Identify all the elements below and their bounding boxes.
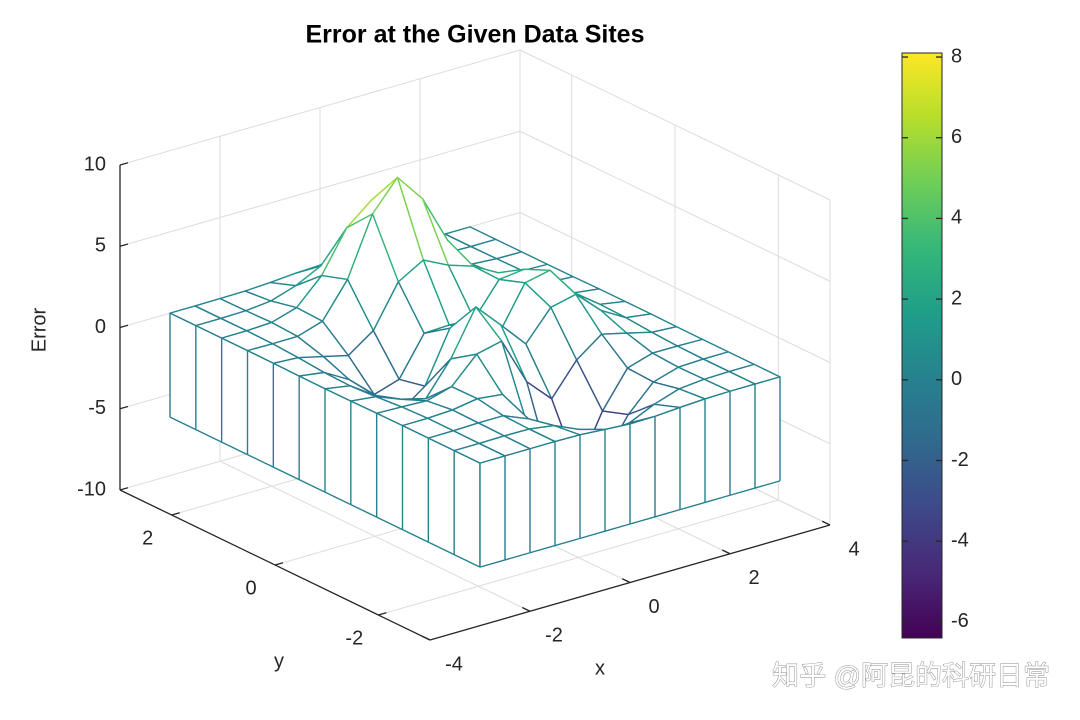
curtain-edge: [479, 455, 506, 464]
curtain-edge: [729, 383, 756, 392]
curtain-edge: [195, 324, 222, 339]
curtain-base: [428, 541, 455, 556]
x-tick: [421, 635, 431, 641]
curtain-base: [579, 530, 606, 540]
y-axis-label: y: [274, 650, 284, 672]
curtain-base: [169, 416, 197, 431]
curtain-edge: [273, 362, 300, 377]
z-tick-label: 10: [84, 153, 106, 175]
z-tick: [119, 487, 129, 491]
y-tick-label: 2: [142, 527, 153, 549]
colorbar-tick-label: 2: [951, 287, 962, 309]
surface-layer: [169, 176, 781, 568]
curtain-edge: [679, 398, 706, 409]
z-axis-label: Error: [28, 307, 50, 352]
colorbar-tick-label: -4: [951, 529, 969, 551]
y-tick: [171, 512, 180, 516]
colorbar-tick-label: -6: [951, 610, 969, 632]
y-tick-label: 0: [245, 577, 256, 599]
watermark: 知乎 @阿昆的科研日常: [772, 661, 1050, 691]
x-tick-label: 0: [648, 596, 659, 618]
x-tick-label: 4: [848, 538, 859, 560]
curtain-base: [504, 552, 531, 561]
y-tick-label: -2: [345, 627, 363, 649]
curtain-edge: [654, 406, 681, 418]
x-axis-label: x: [595, 657, 605, 679]
z-tick: [119, 243, 129, 247]
curtain-base: [324, 491, 352, 506]
curtain-base: [604, 523, 631, 532]
curtain-edge: [402, 424, 429, 439]
curtain-base: [298, 478, 326, 493]
x-tick: [521, 606, 531, 612]
curtain-base: [754, 480, 781, 489]
colorbar-tick-label: -2: [951, 449, 969, 471]
grid-line: [378, 499, 779, 616]
curtain-edge: [754, 376, 781, 385]
curtain-base: [350, 503, 377, 518]
chart-title: Error at the Given Data Sites: [305, 21, 644, 49]
grid-line: [519, 49, 831, 201]
z-tick-label: 0: [95, 316, 106, 338]
curtain-base: [529, 544, 556, 554]
z-tick: [119, 162, 129, 166]
y-tick: [378, 612, 387, 616]
curtain-base: [704, 494, 731, 504]
colorbar: [901, 52, 943, 639]
x-tick: [621, 578, 631, 584]
curtain-edge: [554, 434, 581, 443]
grid-line: [119, 130, 521, 247]
curtain-base: [629, 516, 656, 525]
curtain-base: [402, 528, 429, 543]
curtain-edge: [298, 375, 326, 390]
x-tick-label: -4: [445, 653, 463, 675]
curtain-edge: [629, 415, 656, 425]
colorbar-tick-label: 6: [951, 126, 962, 148]
colorbar-tick-label: 4: [951, 207, 962, 229]
z-tick-label: -5: [88, 397, 106, 419]
curtain-base: [729, 487, 756, 496]
curtain-edge: [704, 390, 731, 400]
x-tick: [721, 549, 731, 555]
curtain-edge: [529, 440, 556, 450]
axes-layer: -10 -5 0 5 10 -4 -2 0 2 4 -2 0 2: [77, 153, 859, 675]
z-tick: [119, 405, 129, 410]
grid-line: [519, 130, 831, 282]
curtain-edge: [428, 437, 455, 452]
z-tick: [119, 324, 129, 329]
curtain-base: [679, 501, 706, 511]
grid-line: [119, 49, 521, 166]
curtain-base: [654, 508, 681, 518]
curtain-base: [554, 537, 581, 547]
curtain-base: [247, 453, 274, 468]
curtain-edge: [504, 448, 531, 457]
curtain-edge: [350, 400, 377, 414]
z-tick-label: 5: [95, 235, 106, 257]
y-tick: [274, 562, 284, 566]
curtain-base: [479, 559, 506, 568]
colorbar-tick-label: 8: [951, 45, 962, 67]
curtain-base: [221, 441, 248, 456]
curtain-base: [376, 516, 403, 531]
x-tick: [821, 520, 831, 526]
curtain-base: [453, 553, 481, 568]
x-tick-label: -2: [545, 625, 563, 647]
curtain-edge: [376, 412, 403, 427]
x-tick-label: 2: [748, 567, 759, 589]
colorbar-tick-label: 0: [951, 368, 962, 390]
curtain-edge: [221, 337, 248, 352]
curtain-base: [273, 466, 300, 481]
curtain-edge: [453, 449, 481, 464]
curtain-base: [195, 428, 222, 443]
z-tick-label: -10: [77, 478, 106, 500]
grid-line: [519, 212, 831, 363]
curtain-edge: [247, 349, 274, 364]
curtain-edge: [579, 428, 606, 436]
curtain-edge: [604, 423, 631, 431]
curtain-edge: [324, 388, 352, 402]
colorbar-layer: -6 -4 -2 0 2 4 6 8: [901, 45, 969, 639]
curtain-edge: [169, 312, 197, 327]
